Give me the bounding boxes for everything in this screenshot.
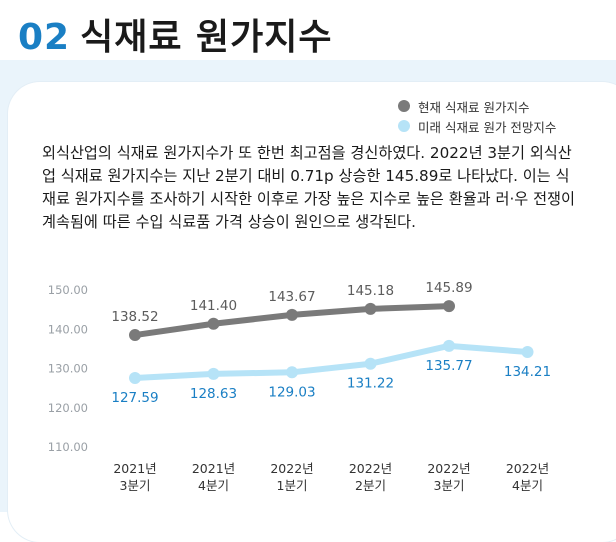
section-number: 02 — [18, 17, 71, 58]
x-tick-label: 2021년 4분기 — [192, 461, 235, 493]
x-tick-label: 2022년 2분기 — [349, 461, 392, 493]
data-label-forecast: 131.22 — [347, 376, 394, 392]
x-tick-label: 2022년 1분기 — [270, 461, 313, 493]
legend-item-forecast: 미래 식재료 원가 전망지수 — [398, 116, 556, 136]
x-tick-line: 1분기 — [277, 478, 308, 493]
data-label-forecast: 128.63 — [190, 386, 237, 402]
x-tick-line: 3분기 — [120, 478, 151, 493]
data-point-forecast — [364, 357, 377, 370]
data-label-forecast: 135.77 — [425, 358, 472, 374]
data-label-current: 138.52 — [111, 309, 158, 325]
data-point-current — [443, 300, 455, 313]
data-label-current: 141.40 — [190, 298, 237, 314]
y-tick-label: 120.00 — [48, 401, 88, 415]
data-point-forecast — [286, 366, 298, 379]
data-label-forecast: 127.59 — [111, 390, 158, 406]
x-tick-line: 4분기 — [198, 478, 229, 493]
data-point-forecast — [521, 345, 534, 358]
legend-marker-forecast — [398, 120, 410, 132]
x-tick-line: 2022년 — [427, 461, 470, 476]
section-title: 02 식재료 원가지수 — [18, 8, 332, 60]
y-tick-label: 140.00 — [48, 322, 88, 336]
x-tick-line: 2022년 — [349, 461, 392, 476]
section-title-text: 식재료 원가지수 — [80, 17, 333, 58]
x-tick-label: 2022년 4분기 — [506, 461, 549, 493]
x-tick-line: 2021년 — [113, 461, 156, 476]
chart-legend: 현재 식재료 원가지수 미래 식재료 원가 전망지수 — [398, 96, 556, 136]
x-tick-label: 2021년 3분기 — [113, 461, 156, 493]
data-point-forecast — [129, 371, 141, 384]
data-point-forecast — [443, 339, 455, 352]
data-label-current: 145.89 — [425, 280, 472, 296]
x-tick-line: 2022년 — [506, 461, 549, 476]
x-tick-line: 4분기 — [512, 478, 543, 493]
data-label-current: 145.18 — [347, 283, 394, 299]
x-tick-line: 2021년 — [192, 461, 235, 476]
y-tick-label: 130.00 — [48, 362, 88, 376]
legend-label-forecast: 미래 식재료 원가 전망지수 — [418, 119, 557, 135]
legend-item-current: 현재 식재료 원가지수 — [398, 96, 556, 116]
x-tick-line: 2분기 — [355, 478, 386, 493]
description-text: 외식산업의 식재료 원가지수가 또 한번 최고점을 경신하였다. 2022년 3… — [42, 144, 575, 231]
data-point-current — [364, 302, 377, 315]
data-point-current — [129, 329, 141, 342]
data-label-current: 143.67 — [268, 289, 315, 305]
data-point-current — [207, 317, 220, 330]
y-tick-label: 150.00 — [48, 283, 88, 297]
series-line-forecast — [132, 342, 531, 381]
x-tick-line: 3분기 — [434, 478, 465, 493]
x-tick-line: 2022년 — [270, 461, 313, 476]
legend-label-current: 현재 식재료 원가지수 — [418, 99, 530, 115]
legend-marker-current — [398, 100, 410, 112]
y-tick-label: 110.00 — [48, 440, 88, 454]
data-point-current — [286, 308, 298, 321]
x-tick-label: 2022년 3분기 — [427, 461, 470, 493]
data-label-forecast: 129.03 — [268, 384, 315, 400]
data-point-forecast — [207, 367, 220, 380]
data-label-forecast: 134.21 — [504, 364, 551, 380]
